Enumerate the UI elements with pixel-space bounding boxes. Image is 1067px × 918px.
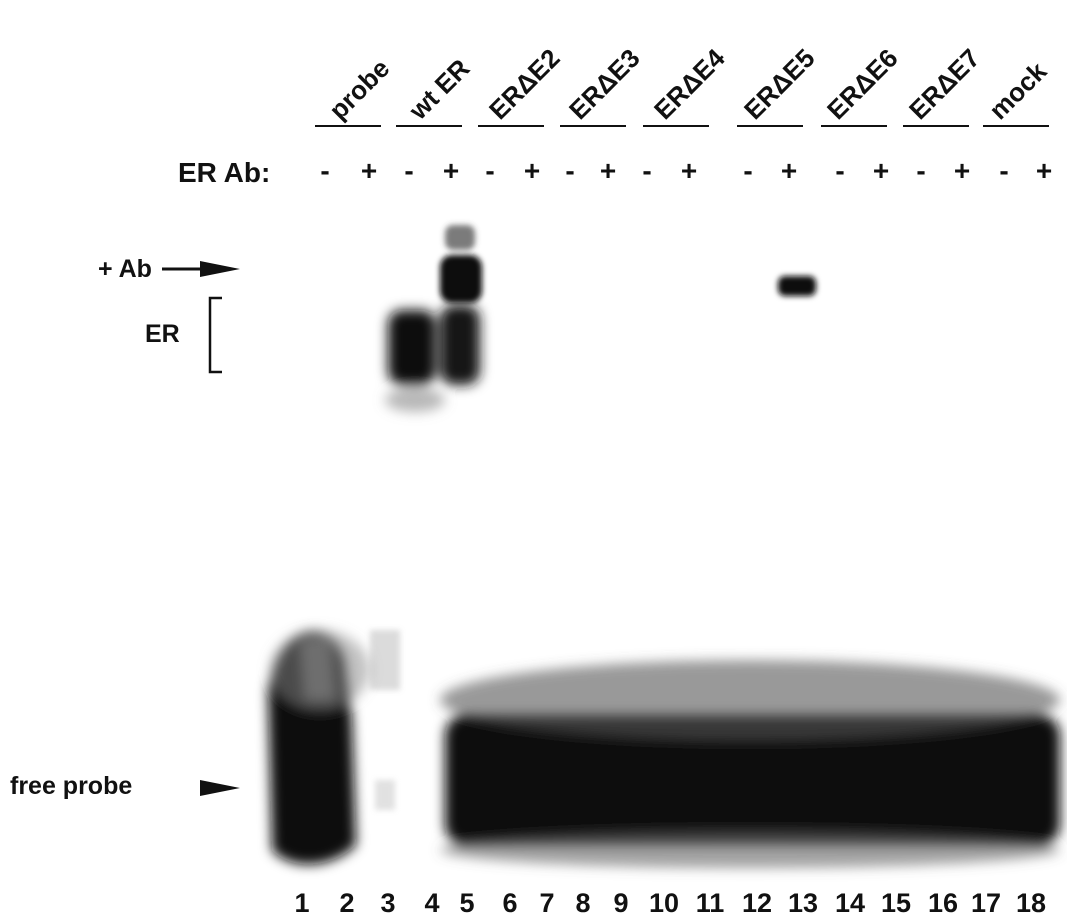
antibody-sign-lane-10: + xyxy=(680,155,698,186)
antibody-sign-lane-1: - xyxy=(320,155,330,186)
antibody-sign-lane-8: + xyxy=(599,155,617,186)
group-underline-er-delta-e7 xyxy=(903,125,969,127)
lane-number-4: 4 xyxy=(424,888,440,918)
free-probe-bands-lanes-4-18 xyxy=(440,660,1060,868)
antibody-sign-lane-12: + xyxy=(780,155,798,186)
lane-3-faint-marks xyxy=(370,630,400,810)
supershift-arrow xyxy=(162,261,240,277)
supershift-band-lane-4 xyxy=(440,225,482,303)
lane-number-14: 14 xyxy=(834,888,866,918)
antibody-sign-lane-15: - xyxy=(916,155,926,186)
er-complex-label: ER xyxy=(145,320,180,348)
antibody-sign-lane-5: - xyxy=(485,155,495,186)
lane-number-8: 8 xyxy=(575,888,591,918)
antibody-sign-lane-17: - xyxy=(999,155,1009,186)
antibody-sign-lane-14: + xyxy=(872,155,890,186)
lane-number-3: 3 xyxy=(380,888,396,918)
group-underline-er-delta-e3 xyxy=(560,125,626,127)
antibody-sign-lane-6: + xyxy=(523,155,541,186)
lane-number-2: 2 xyxy=(339,888,355,918)
lane-number-10: 10 xyxy=(648,888,680,918)
free-probe-label: free probe xyxy=(10,772,133,800)
lane-number-15: 15 xyxy=(880,888,912,918)
group-underline-wt-er xyxy=(396,125,462,127)
group-underline-mock xyxy=(983,125,1049,127)
er-complex-bands xyxy=(385,305,480,412)
antibody-sign-lane-11: - xyxy=(743,155,753,186)
lane-number-5: 5 xyxy=(459,888,475,918)
antibody-sign-lane-4: + xyxy=(442,155,460,186)
supershift-label: + Ab xyxy=(98,255,152,283)
group-underline-probe xyxy=(315,125,381,127)
antibody-sign-lane-2: + xyxy=(360,155,378,186)
group-underline-er-delta-e2 xyxy=(478,125,544,127)
antibody-sign-lane-9: - xyxy=(642,155,652,186)
lane-number-6: 6 xyxy=(502,888,518,918)
lane-number-16: 16 xyxy=(927,888,959,918)
free-probe-bands-lanes-1-2 xyxy=(268,630,370,865)
er-bracket xyxy=(208,296,222,374)
lane-number-1: 1 xyxy=(294,888,310,918)
group-underline-er-delta-e6 xyxy=(821,125,887,127)
lane-number-13: 13 xyxy=(787,888,819,918)
lane-number-7: 7 xyxy=(539,888,555,918)
antibody-sign-lane-3: - xyxy=(404,155,414,186)
lane-number-17: 17 xyxy=(970,888,1002,918)
group-underline-er-delta-e5 xyxy=(737,125,803,127)
supershift-band-lane-12 xyxy=(778,276,816,296)
free-probe-arrow xyxy=(200,780,240,796)
antibody-sign-lane-16: + xyxy=(953,155,971,186)
antibody-sign-lane-7: - xyxy=(565,155,575,186)
lane-number-12: 12 xyxy=(741,888,773,918)
lane-number-18: 18 xyxy=(1015,888,1047,918)
antibody-sign-lane-13: - xyxy=(835,155,845,186)
group-underline-er-delta-e4 xyxy=(643,125,709,127)
lane-number-11: 11 xyxy=(695,888,725,918)
antibody-sign-lane-18: + xyxy=(1035,155,1053,186)
antibody-row-label: ER Ab: xyxy=(178,157,271,188)
lane-number-9: 9 xyxy=(613,888,629,918)
